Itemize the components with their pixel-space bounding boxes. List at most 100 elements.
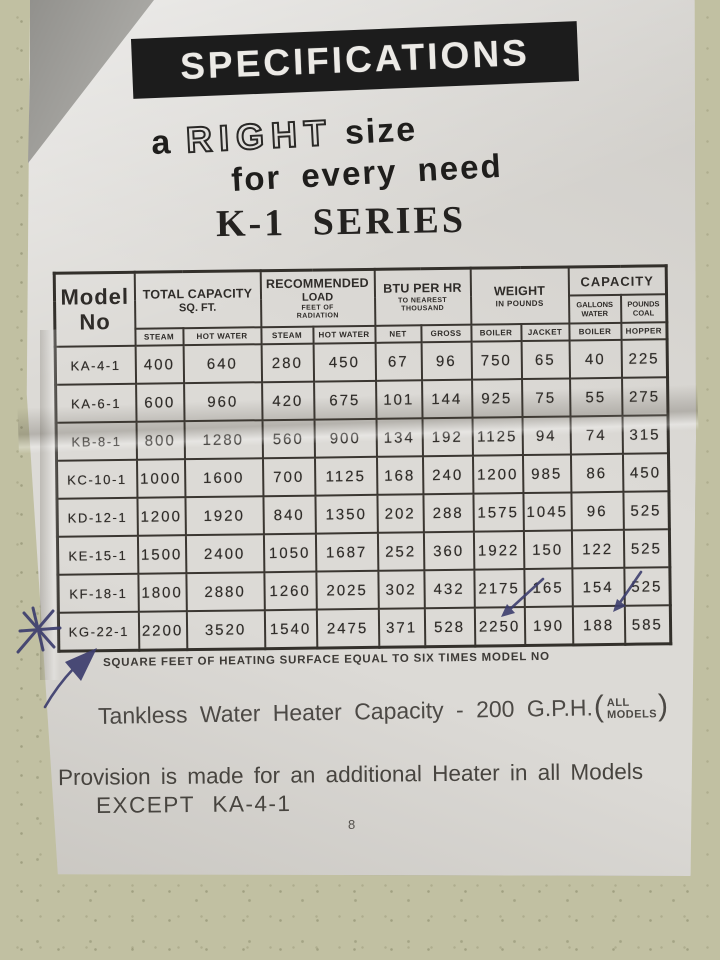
value-cell: 1200 (136, 497, 186, 536)
header-weight: WEIGHT IN POUNDS (470, 266, 569, 325)
value-cell: 190 (524, 606, 573, 646)
value-cell: 600 (135, 383, 185, 422)
value-cell: 122 (571, 529, 624, 569)
value-cell: 150 (523, 530, 572, 570)
value-cell: 800 (136, 421, 185, 460)
model-cell: KD-12-1 (56, 497, 138, 537)
value-cell: 86 (570, 453, 623, 493)
value-cell: 2880 (185, 572, 265, 612)
value-cell: 2175 (473, 569, 525, 608)
header-gallons-water: GALLONS WATER (568, 294, 621, 324)
value-cell: 2200 (138, 611, 187, 651)
banner-text: SPECIFICATIONS (179, 32, 531, 88)
value-cell: 1260 (263, 571, 317, 611)
value-cell: 288 (422, 493, 474, 533)
model-cell: KB-8-1 (56, 421, 137, 461)
value-cell: 1045 (522, 492, 572, 532)
value-cell: 360 (423, 531, 474, 571)
value-cell: 371 (378, 608, 425, 648)
model-cell: KE-15-1 (57, 535, 138, 575)
value-cell: 1125 (314, 456, 377, 496)
value-cell: 1125 (472, 417, 523, 456)
all-models-stack: ALL MODELS (606, 697, 658, 722)
value-cell: 240 (422, 455, 473, 495)
value-cell: 188 (572, 605, 625, 645)
tagline-a: a (150, 123, 172, 163)
value-cell: 2250 (474, 607, 525, 647)
value-cell: 1200 (472, 455, 523, 494)
value-cell: 1540 (264, 609, 317, 649)
model-label-line2: No (79, 308, 111, 334)
provision-note-line2: EXCEPT KA-4-1 (95, 790, 292, 819)
model-cell: KC-10-1 (56, 459, 137, 499)
value-cell: 900 (314, 418, 377, 458)
subheader-cell: STEAM (134, 328, 184, 346)
value-cell: 525 (623, 567, 671, 606)
value-cell: 750 (471, 341, 522, 380)
value-cell: 700 (262, 457, 315, 497)
header-pounds-coal: POUNDS COAL (620, 294, 667, 323)
subheader-cell: GROSS (420, 324, 472, 343)
table-row: KG-22-1 2200 3520 1540 2475 371 528 2250 190 188 5… (58, 605, 671, 652)
subheader-cell: BOILER (470, 324, 522, 342)
value-cell: 168 (376, 456, 423, 495)
subheader-cell: HOPPER (620, 322, 668, 340)
value-cell: 1000 (136, 459, 185, 498)
subheader-cell: HOT WATER (312, 325, 376, 344)
value-cell: 1280 (184, 420, 263, 460)
value-cell: 192 (422, 417, 473, 457)
value-cell: 280 (261, 343, 314, 383)
value-cell: 65 (521, 340, 570, 380)
tagline-right-outline: RIGHT (184, 111, 335, 162)
subheader-cell: BOILER (568, 322, 622, 341)
value-cell: 1575 (472, 493, 524, 532)
value-cell: 252 (377, 532, 424, 571)
header-total-capacity: TOTAL CAPACITY SQ. FT. (134, 270, 261, 329)
value-cell: 560 (262, 419, 315, 459)
value-cell: 1600 (184, 458, 263, 498)
model-cell: KF-18-1 (57, 573, 139, 613)
page-number: 8 (348, 817, 356, 832)
value-cell: 400 (135, 345, 184, 384)
value-cell: 315 (622, 415, 669, 454)
value-cell: 275 (621, 377, 669, 416)
value-cell: 1920 (184, 496, 264, 536)
value-cell: 40 (569, 339, 622, 379)
value-cell: 640 (183, 344, 262, 384)
value-cell: 2475 (316, 608, 379, 649)
value-cell: 528 (424, 607, 475, 647)
value-cell: 2025 (315, 570, 379, 610)
value-cell: 67 (375, 342, 422, 381)
value-cell: 144 (421, 379, 473, 419)
value-cell: 55 (569, 377, 623, 417)
tagline-size: size (343, 110, 419, 152)
paren-open: ( (593, 690, 605, 724)
value-cell: 165 (523, 568, 573, 608)
value-cell: 134 (376, 418, 423, 457)
value-cell: 450 (622, 453, 669, 492)
model-cell: KA-6-1 (55, 383, 137, 423)
header-recommended-load: RECOMMENDED LOAD FEET OF RADIATION (260, 269, 375, 328)
value-cell: 302 (377, 570, 425, 609)
value-cell: 525 (622, 491, 670, 530)
value-cell: 1922 (473, 531, 524, 570)
value-cell: 202 (376, 494, 424, 533)
value-cell: 1350 (314, 494, 378, 534)
value-cell: 525 (623, 529, 670, 568)
subheader-cell: HOT WATER (182, 327, 262, 346)
value-cell: 154 (571, 567, 625, 607)
value-cell: 96 (570, 491, 624, 531)
model-cell: KA-4-1 (55, 345, 136, 385)
value-cell: 101 (375, 380, 423, 419)
value-cell: 420 (261, 381, 315, 421)
paren-close: ) (657, 689, 669, 723)
value-cell: 94 (522, 416, 571, 456)
value-cell: 1500 (137, 535, 186, 574)
header-btu-per-hr: BTU PER HR TO NEAREST THOUSAND (374, 268, 471, 326)
subheader-cell: STEAM (260, 326, 314, 345)
value-cell: 75 (521, 378, 571, 418)
value-cell: 960 (183, 382, 263, 422)
specifications-table: Model No TOTAL CAPACITY SQ. FT. RECOMMEN… (52, 264, 673, 653)
subheader-cell: NET (374, 325, 422, 343)
